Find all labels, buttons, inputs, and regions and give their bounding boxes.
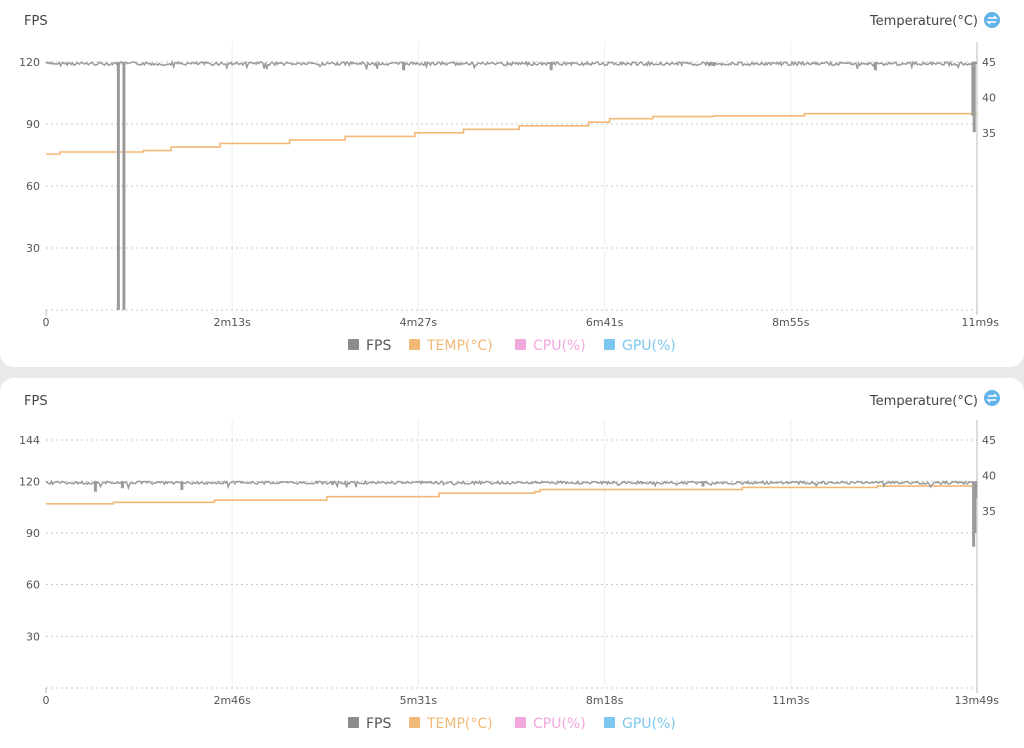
fps-series-line	[45, 60, 976, 71]
y-tick-label: 120	[19, 475, 40, 488]
swap-axis-icon[interactable]	[984, 12, 1000, 28]
fps-chart-1: FPS Temperature(°C) 0 2m13s 4m27s 6m41s 8m55s 1…	[19, 12, 1000, 354]
fps-series-line	[45, 479, 978, 491]
legend-label[interactable]: TEMP(°C)	[426, 716, 493, 732]
temp-series-line	[46, 484, 978, 505]
swap-axis-icon[interactable]	[984, 390, 1000, 406]
fps-chart-panel-1: FPS Temperature(°C) 0 2m13s 4m27s 6m41s 8m55s 1…	[0, 0, 1024, 367]
legend-swatch	[604, 717, 615, 728]
legend-swatch	[409, 339, 420, 350]
y2-tick-label: 40	[982, 91, 996, 104]
y2-tick-label: 35	[982, 505, 996, 518]
x-tick-label: 0	[43, 694, 50, 707]
y-tick-label: 90	[26, 527, 40, 540]
legend-swatch	[604, 339, 615, 350]
x-tick-label: 11m3s	[772, 694, 810, 707]
legend-swatch	[348, 339, 359, 350]
y2-tick-label: 45	[982, 56, 996, 69]
y2-tick-label: 45	[982, 434, 996, 447]
legend-label[interactable]: GPU(%)	[622, 338, 676, 354]
legend-label[interactable]: GPU(%)	[622, 716, 676, 732]
y2-tick-label: 35	[982, 127, 996, 140]
legend-swatch	[409, 717, 420, 728]
y-tick-label: 30	[26, 242, 40, 255]
x-tick-label: 8m55s	[772, 316, 810, 329]
y-tick-label: 30	[26, 630, 40, 643]
fps-chart-2: FPS Temperature(°C) 0 2m46s 5m31s 8m18s 11m3s 1…	[19, 390, 1000, 732]
y-tick-label: 90	[26, 118, 40, 131]
legend-label[interactable]: FPS	[366, 716, 391, 732]
x-tick-label: 0	[43, 316, 50, 329]
legend-label[interactable]: FPS	[366, 338, 391, 354]
legend-swatch	[515, 717, 526, 728]
x-tick-label: 11m9s	[962, 316, 1000, 329]
x-tick-label: 2m13s	[213, 316, 251, 329]
legend-label[interactable]: TEMP(°C)	[426, 338, 493, 354]
temp-series-line	[46, 112, 977, 155]
legend-swatch	[515, 339, 526, 350]
legend-label[interactable]: CPU(%)	[533, 716, 586, 732]
y2-tick-label: 40	[982, 469, 996, 482]
y-tick-label: 60	[26, 180, 40, 193]
legend-label[interactable]: CPU(%)	[533, 338, 586, 354]
legend-swatch	[348, 717, 359, 728]
fps-chart-panel-2: FPS Temperature(°C) 0 2m46s 5m31s 8m18s 11m3s 1…	[0, 378, 1024, 748]
x-tick-label: 4m27s	[400, 316, 438, 329]
x-tick-label: 6m41s	[586, 316, 624, 329]
x-tick-label: 2m46s	[213, 694, 251, 707]
y-tick-label: 144	[19, 434, 40, 447]
x-tick-label: 5m31s	[400, 694, 438, 707]
y-tick-label: 120	[19, 56, 40, 69]
x-tick-label: 13m49s	[955, 694, 1000, 707]
y-tick-label: 60	[26, 579, 40, 592]
y-axis-title: FPS	[24, 14, 48, 29]
x-tick-label: 8m18s	[586, 694, 624, 707]
y2-axis-title: Temperature(°C)	[869, 394, 978, 409]
y-axis-title: FPS	[24, 394, 48, 409]
y2-axis-title: Temperature(°C)	[869, 14, 978, 29]
